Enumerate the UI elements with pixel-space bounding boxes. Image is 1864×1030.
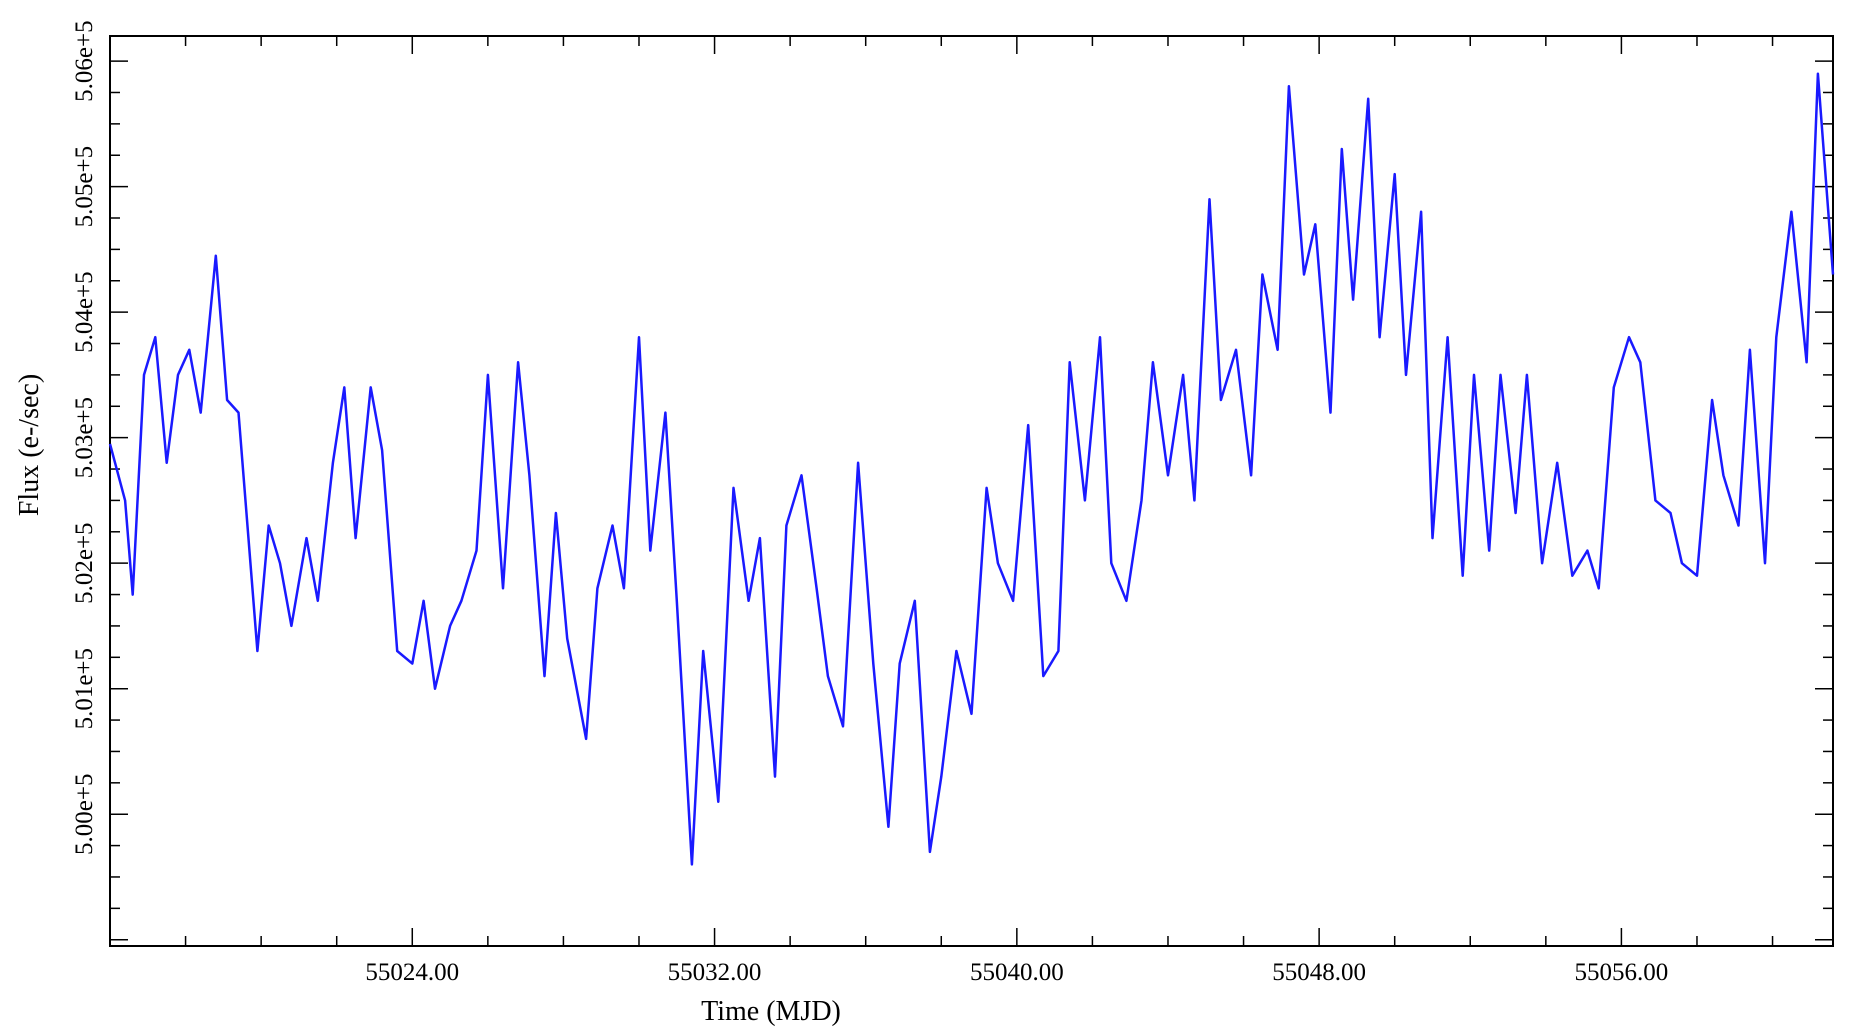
plot-frame <box>109 35 1834 947</box>
x-axis-label: Time (MJD) <box>701 996 841 1027</box>
axis-tick-labels: 55024.00 55032.00 55040.00 55048.00 55056.00… <box>71 20 1668 986</box>
y-tick-label: 5.03e+5 <box>71 397 98 478</box>
series-line <box>108 72 1835 866</box>
axis-ticks <box>110 36 1833 946</box>
y-axis-label: Flux (e-/sec) <box>14 374 45 516</box>
y-tick-label: 5.00e+5 <box>71 773 98 854</box>
y-tick-label: 5.04e+5 <box>71 271 98 352</box>
x-tick-label: 55056.00 <box>1575 959 1669 986</box>
x-tick-label: 55048.00 <box>1272 959 1366 986</box>
y-tick-label: 5.02e+5 <box>71 522 98 603</box>
x-tick-label: 55024.00 <box>365 959 459 986</box>
x-tick-label: 55040.00 <box>970 959 1064 986</box>
x-tick-label: 55032.00 <box>668 959 762 986</box>
y-tick-label: 5.05e+5 <box>71 146 98 227</box>
y-tick-label: 5.01e+5 <box>71 648 98 729</box>
y-tick-label: 5.06e+5 <box>71 20 98 101</box>
